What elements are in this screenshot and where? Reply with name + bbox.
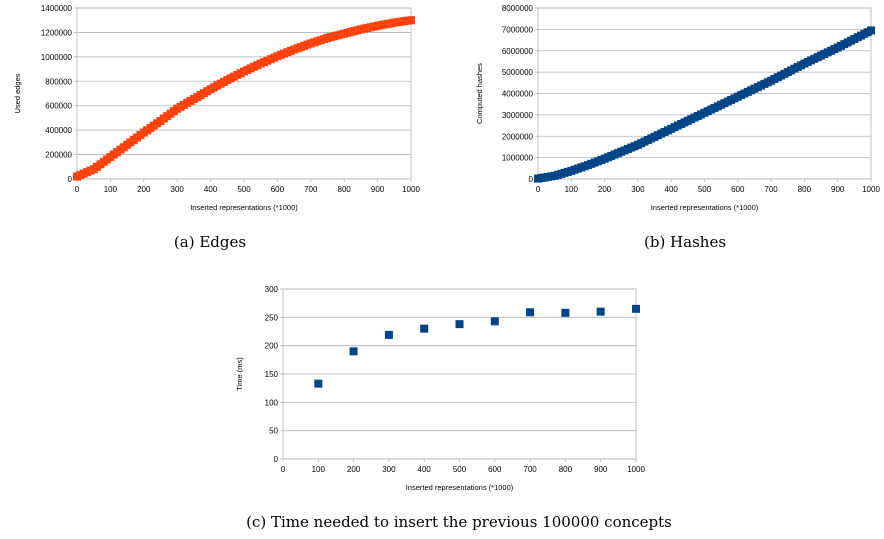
data-point	[455, 320, 464, 329]
y-tick-label: 300	[265, 285, 279, 294]
x-tick-label: 1000	[627, 465, 645, 474]
y-axis-label: Used edges	[13, 73, 22, 113]
x-tick-label: 400	[418, 465, 432, 474]
x-tick-label: 500	[698, 185, 712, 194]
x-tick-label: 700	[523, 465, 537, 474]
data-point	[349, 347, 358, 356]
y-tick-label: 0	[68, 175, 73, 184]
chart-hashes: 0100000020000003000000400000050000006000…	[475, 4, 880, 212]
chart-time: 0 50 100 150 200 250 300 0 100 200 300 400 500 600 700…	[235, 285, 645, 492]
caption-hashes: (b) Hashes	[644, 233, 726, 251]
y-tick-label: 0	[529, 175, 534, 184]
x-tick-label: 800	[798, 185, 812, 194]
x-tick-label: 300	[382, 465, 396, 474]
y-tick-label: 8000000	[502, 4, 534, 13]
y-tick-label: 4000000	[502, 90, 534, 99]
x-tick-label: 1000	[862, 185, 880, 194]
x-tick-label: 800	[338, 185, 352, 194]
x-tick-label: 500	[453, 465, 467, 474]
y-tick-label: 150	[265, 370, 279, 379]
x-tick-label: 300	[171, 185, 185, 194]
y-tick-label: 1200000	[41, 28, 73, 37]
x-tick-label: 300	[631, 185, 645, 194]
plot-area	[282, 288, 637, 460]
data-point	[561, 308, 570, 317]
x-tick-label: 900	[371, 185, 385, 194]
y-tick-label: 1000000	[502, 154, 534, 163]
x-tick-label: 700	[764, 185, 778, 194]
x-tick-label: 400	[204, 185, 218, 194]
x-tick-label: 100	[312, 465, 326, 474]
y-tick-label: 600000	[45, 102, 72, 111]
x-axis-label: Inserted representations (*1000)	[406, 483, 514, 492]
x-tick-label: 0	[536, 185, 541, 194]
x-tick-label: 400	[665, 185, 679, 194]
data-point	[407, 16, 415, 25]
x-tick-label: 100	[565, 185, 579, 194]
y-tick-label: 7000000	[502, 25, 534, 34]
y-tick-label: 800000	[45, 77, 72, 86]
chart-edges: 0 200000 400000 600000 800000 1000000 1200000 1…	[13, 4, 420, 212]
x-tick-label: 600	[731, 185, 745, 194]
x-tick-label: 0	[281, 465, 286, 474]
data-point	[632, 304, 640, 313]
data-point	[867, 26, 875, 35]
y-tick-label: 200	[265, 342, 279, 351]
plot-area	[537, 7, 872, 180]
data-point	[596, 307, 605, 316]
y-tick-label: 5000000	[502, 68, 534, 77]
caption-edges: (a) Edges	[174, 233, 246, 251]
x-tick-label: 200	[347, 465, 361, 474]
y-tick-label: 2000000	[502, 132, 534, 141]
data-point	[490, 317, 499, 326]
data-point	[384, 330, 393, 339]
x-tick-label: 100	[104, 185, 118, 194]
x-tick-label: 700	[304, 185, 318, 194]
x-tick-label: 200	[598, 185, 612, 194]
x-axis-label: Inserted representations (*1000)	[651, 203, 759, 212]
y-tick-label: 200000	[45, 151, 72, 160]
plot-area	[76, 7, 412, 180]
x-tick-label: 900	[594, 465, 608, 474]
y-tick-label: 100	[265, 398, 279, 407]
data-point	[420, 324, 429, 333]
x-tick-label: 600	[488, 465, 502, 474]
caption-time: (c) Time needed to insert the previous 1…	[246, 513, 672, 531]
y-tick-label: 50	[269, 427, 278, 436]
data-point	[526, 308, 535, 317]
y-tick-label: 3000000	[502, 111, 534, 120]
x-tick-label: 900	[831, 185, 845, 194]
x-tick-label: 200	[137, 185, 151, 194]
y-tick-label: 1000000	[41, 53, 73, 62]
x-tick-label: 600	[271, 185, 285, 194]
x-tick-label: 800	[559, 465, 573, 474]
y-axis-label: Computed hashes	[475, 63, 484, 124]
data-point	[314, 379, 323, 388]
y-axis-label: Time (ms)	[235, 357, 244, 391]
x-tick-label: 0	[75, 185, 80, 194]
y-tick-label: 400000	[45, 126, 72, 135]
y-tick-label: 1400000	[41, 4, 73, 13]
y-tick-label: 6000000	[502, 47, 534, 56]
x-axis-label: Inserted representations (*1000)	[190, 203, 298, 212]
x-tick-label: 1000	[402, 185, 420, 194]
x-tick-label: 500	[237, 185, 251, 194]
y-tick-label: 250	[265, 313, 279, 322]
y-tick-label: 0	[274, 455, 279, 464]
